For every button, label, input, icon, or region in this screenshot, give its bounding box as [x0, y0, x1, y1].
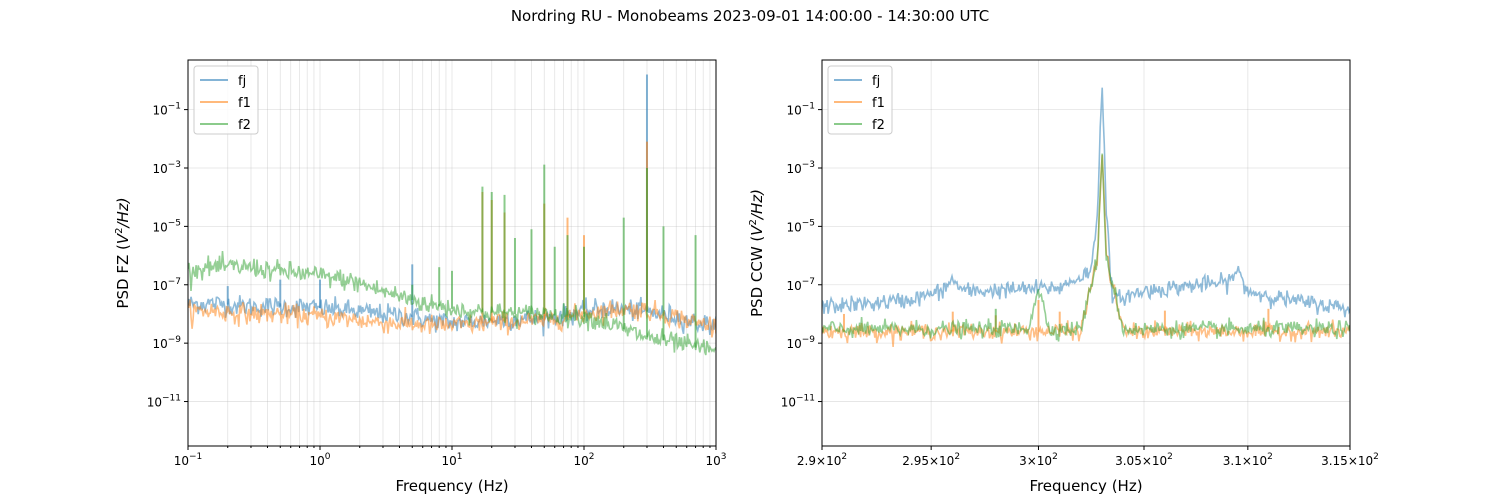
y-tick-label: 10−9: [786, 335, 815, 351]
series-line-f1: [822, 154, 1350, 347]
x-tick-label: 103: [705, 452, 726, 468]
y-tick-label: 10−5: [152, 218, 181, 234]
legend: fj f1 f2: [193, 65, 259, 135]
legend: fj f1 f2: [827, 65, 893, 135]
figure-title: Nordring RU - Monobeams 2023-09-01 14:00…: [511, 7, 989, 25]
y-tick-label: 10−11: [781, 394, 815, 410]
series-group: [822, 87, 1350, 347]
x-axis-label: Frequency (Hz): [395, 477, 508, 495]
series-line-f1: [188, 299, 716, 338]
y-tick-label: 10−7: [786, 277, 815, 293]
chart-2: 2.9×102 2.95×102 3×102 3.05×102 3.1×102 3.15×…: [748, 59, 1379, 495]
series-line-f2: [188, 251, 716, 356]
tick-labels: 10−1 100 101 102 103 10−11 10−9 10−7 10−5 10−3 10−…: [147, 102, 727, 468]
y-axis-label: PSD FZ (V2/Hz): [114, 197, 132, 308]
x-tick-label: 100: [309, 452, 330, 468]
y-tick-label: 10−1: [152, 102, 181, 118]
legend-box: [827, 65, 893, 135]
legend-label-f2: f2: [872, 118, 885, 133]
chart-1: 10−1 100 101 102 103 10−11 10−9 10−7 10−5 10−3 10−…: [114, 59, 727, 495]
x-tick-label: 3.15×102: [1321, 452, 1379, 468]
y-tick-label: 10−7: [152, 277, 181, 293]
x-tick-label: 2.95×102: [902, 452, 960, 468]
series-line-f2: [822, 153, 1350, 342]
legend-label-fj: fj: [872, 74, 880, 89]
x-tick-label: 101: [441, 452, 462, 468]
x-tick-label: 102: [573, 452, 594, 468]
series-group: [188, 74, 716, 356]
charts: 10−1 100 101 102 103 10−11 10−9 10−7 10−5 10−3 10−…: [114, 59, 1379, 495]
legend-box: [193, 65, 259, 135]
y-tick-label: 10−1: [786, 102, 815, 118]
legend-label-f2: f2: [238, 118, 251, 133]
legend-label-f1: f1: [238, 96, 251, 111]
x-tick-label: 10−1: [174, 452, 203, 468]
x-tick-label: 3×102: [1019, 452, 1058, 468]
x-tick-label: 3.1×102: [1223, 452, 1273, 468]
y-axis-label: PSD CCW (V2/Hz): [748, 189, 766, 317]
y-tick-label: 10−3: [152, 160, 181, 176]
axes-frame: [821, 59, 1351, 447]
x-tick-label: 3.05×102: [1115, 452, 1173, 468]
grid: [821, 60, 1351, 446]
y-tick-label: 10−11: [147, 394, 181, 410]
y-tick-label: 10−5: [786, 218, 815, 234]
grid: [187, 60, 716, 446]
legend-label-f1: f1: [872, 96, 885, 111]
y-tick-label: 10−9: [152, 335, 181, 351]
y-tick-label: 10−3: [786, 160, 815, 176]
series-line-fj: [822, 87, 1350, 318]
tick-labels: 2.9×102 2.95×102 3×102 3.05×102 3.1×102 3.15×…: [781, 102, 1379, 468]
x-axis-label: Frequency (Hz): [1029, 477, 1142, 495]
legend-label-fj: fj: [238, 74, 246, 89]
x-tick-label: 2.9×102: [797, 452, 847, 468]
